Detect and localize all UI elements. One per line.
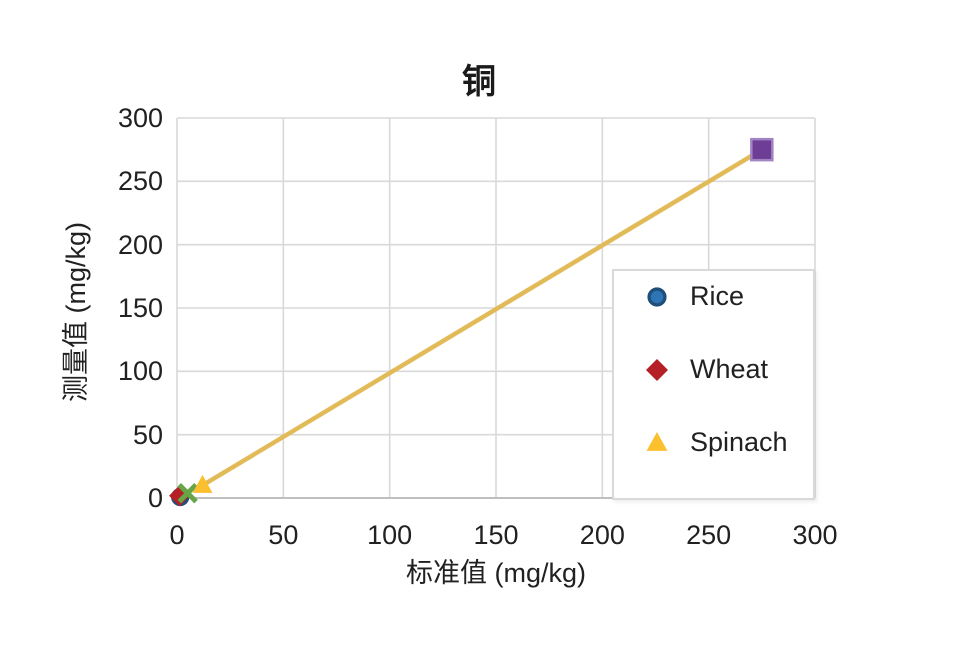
data-point-unlabeled-green-x xyxy=(177,483,198,504)
legend-marker-triangle xyxy=(646,431,668,451)
x-tick-label: 300 xyxy=(792,520,838,550)
x-tick-label: 100 xyxy=(367,520,413,550)
y-tick-label: 250 xyxy=(117,166,163,197)
chart-title: 铜 xyxy=(462,63,496,101)
data-point-unlabeled-purple-square xyxy=(750,137,774,162)
legend-marker-diamond xyxy=(646,358,668,381)
legend-item-spinach: Spinach xyxy=(642,406,813,479)
legend-marker-circle xyxy=(647,286,667,307)
legend-label: Wheat xyxy=(690,354,769,384)
y-tick-label: 150 xyxy=(117,293,163,323)
x-axis-label: 标准值 (mg/kg) xyxy=(405,558,586,588)
legend-marker-triangle xyxy=(646,431,668,451)
x-tick-label: 50 xyxy=(268,520,299,550)
x-tick-label: 150 xyxy=(473,520,519,550)
y-tick-label: 50 xyxy=(132,419,163,450)
legend-marker-circle xyxy=(647,286,667,307)
y-tick-label: 100 xyxy=(117,356,163,387)
legend-label: Spinach xyxy=(690,427,788,457)
data-point-wheat xyxy=(169,485,191,507)
legend-item-wheat: Wheat xyxy=(642,333,813,406)
x-tick-label: 250 xyxy=(686,520,732,550)
data-point-spinach xyxy=(192,474,213,493)
legend: Rice Wheat Spinach xyxy=(612,269,815,500)
legend-item-rice: Rice xyxy=(642,260,813,333)
legend-label: Rice xyxy=(690,281,745,311)
legend-marker-diamond xyxy=(646,358,668,381)
plot-area xyxy=(169,117,816,507)
y-axis-label: 测量值 (mg/kg) xyxy=(61,222,91,403)
y-tick-label: 300 xyxy=(117,103,163,133)
x-tick-label: 200 xyxy=(579,520,625,550)
x-tick-label: 0 xyxy=(169,520,185,550)
y-tick-label: 0 xyxy=(147,483,163,513)
trend-line xyxy=(201,147,763,488)
y-tick-label: 200 xyxy=(117,229,163,260)
